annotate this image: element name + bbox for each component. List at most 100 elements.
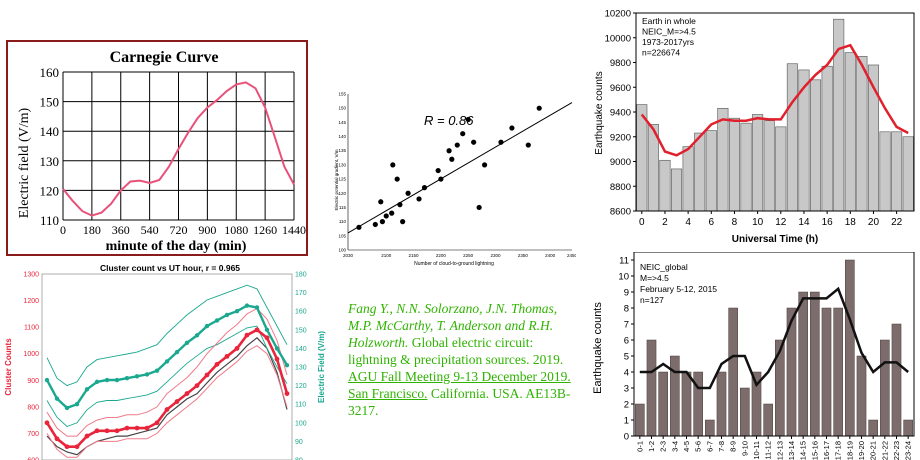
- cluster-plot-frame: [41, 273, 293, 460]
- eq1-x-tick: 6: [709, 217, 715, 228]
- eq1-bar: [844, 52, 856, 212]
- scatter-point: [449, 156, 455, 162]
- scatter-point: [435, 167, 441, 174]
- eq2-x-tick: 3-4: [670, 441, 679, 452]
- eq1-bar: [821, 65, 833, 212]
- eq2-x-tick: 0-1: [635, 441, 644, 452]
- cluster-y2-ticks: 80 90 100 110 120 130 140 150 160 170 180: [295, 272, 307, 460]
- citation-text: Fang Y., N.N. Solorzano, J.N. Thomas, M.…: [348, 300, 576, 419]
- scatter-point: [372, 221, 378, 228]
- eq1-bar: [856, 56, 868, 212]
- cluster-teal-point: [254, 305, 260, 310]
- eq1-legend-line: 1973-2017yrs: [642, 37, 694, 47]
- eq2-x-tick: 7-8: [717, 441, 726, 452]
- cluster-y-tick: 700: [27, 431, 39, 438]
- cluster-teal-point: [54, 396, 60, 401]
- eq2-y-tick: 8: [624, 304, 629, 315]
- eq1-y-tick: 9200: [610, 132, 631, 143]
- eq1-y-tick: 8600: [610, 207, 631, 218]
- cluster-teal-point: [174, 349, 180, 355]
- eq2-bar: [681, 371, 692, 437]
- cluster-y2-tick: 180: [295, 272, 307, 279]
- eq2-x-tick: 12-13: [775, 441, 784, 460]
- citation-venue-link[interactable]: AGU Fall Meeting 9-13 December 2019. San…: [348, 369, 571, 401]
- eq2-bars: [635, 259, 913, 437]
- carnegie-title: Carnegie Curve: [110, 49, 219, 66]
- cluster-teal-point: [164, 359, 170, 364]
- cluster-y2-tick: 100: [295, 420, 307, 427]
- scatter-point: [379, 219, 386, 225]
- scatter-point: [509, 125, 515, 131]
- eq2-x-tick: 8-9: [729, 441, 738, 452]
- scatter-chart: 100 105 110 115 120 125 130 135 140 145 150 155 2030…: [334, 92, 576, 268]
- cluster-teal-point: [154, 368, 160, 373]
- earthquake-neic-chart: 0 1 2 3 4 5 6 7 8 9 10 11 0-1 1-2 2-3 3-4 4-5 5-6 6-7 7-8 8…: [592, 252, 915, 460]
- cluster-teal-main-line: [45, 304, 289, 410]
- carnegie-x-tick: 720: [170, 223, 188, 237]
- cluster-y-tick: 1200: [23, 298, 39, 305]
- scatter-x-tick: 2150: [409, 253, 420, 258]
- eq2-bar: [763, 403, 773, 437]
- cluster-teal-point: [64, 405, 70, 411]
- scatter-x-label: Number of cloud-to-ground lightning: [414, 261, 494, 267]
- cluster-teal-point: [204, 323, 210, 329]
- eq1-y-ticks: 8600 8800 9000 9200 9400 9600 9800 10000 10200: [605, 9, 636, 218]
- eq2-x-tick: 11-12: [764, 441, 773, 460]
- cluster-title: Cluster count vs UT hour, r = 0.965: [100, 263, 240, 273]
- scatter-point: [471, 139, 477, 145]
- eq1-y-tick: 8800: [610, 182, 631, 193]
- eq2-bar: [658, 371, 668, 437]
- eq1-legend-line: Earth in whole: [642, 16, 696, 26]
- eq1-legend: Earth in wholeNEIC_M=>4.51973-2017yrsn=2…: [642, 16, 696, 58]
- eq2-bar: [856, 355, 867, 437]
- eq1-bars: [636, 18, 914, 212]
- eq2-x-tick: 22-23: [892, 441, 901, 460]
- eq2-x-tick: 20-21: [869, 441, 878, 460]
- scatter-y-tick: 110: [339, 219, 347, 224]
- scatter-y-tick: 100: [338, 248, 346, 253]
- carnegie-x-tick: 360: [112, 223, 130, 237]
- cluster-y2-tick: 140: [295, 346, 307, 353]
- cluster-red-point: [104, 428, 110, 434]
- eq2-x-tick: 13-14: [787, 441, 796, 460]
- eq2-bar: [880, 339, 890, 437]
- eq2-x-tick: 10-11: [752, 441, 761, 460]
- scatter-point: [498, 139, 504, 145]
- eq2-legend-line: M=>4.5: [640, 273, 669, 283]
- scatter-point: [525, 142, 531, 148]
- eq1-x-tick: 8: [732, 217, 738, 228]
- carnegie-y-label: Electric field (V/m): [17, 107, 32, 218]
- eq1-x-tick: 12: [775, 217, 787, 228]
- cluster-teal-point: [144, 372, 150, 377]
- eq2-bar: [635, 403, 645, 437]
- carnegie-y-tick: 160: [40, 65, 60, 80]
- cluster-teal-point: [284, 362, 290, 368]
- cluster-red-point: [204, 372, 210, 378]
- eq1-bar: [763, 120, 775, 212]
- eq2-x-tick: 15-16: [810, 441, 819, 460]
- carnegie-y-ticks: 110 120 130 140 150 160: [40, 65, 60, 228]
- eq2-bar: [798, 291, 808, 437]
- carnegie-grid: [62, 71, 295, 221]
- carnegie-y-tick: 120: [40, 183, 60, 198]
- carnegie-series-line: [62, 81, 295, 217]
- carnegie-x-tick: 1260: [253, 223, 277, 237]
- cluster-red-point: [284, 391, 290, 396]
- eq2-bar: [646, 339, 657, 437]
- scatter-axes: 100 105 110 115 120 125 130 135 140 145 150 155 2030…: [338, 92, 576, 259]
- cluster-red-point: [214, 361, 220, 367]
- eq1-bar: [891, 131, 903, 212]
- eq1-x-tick: 4: [685, 217, 691, 228]
- scatter-points: [356, 105, 542, 230]
- eq1-bar: [752, 114, 764, 212]
- carnegie-curve-chart: Carnegie Curve 110 120 130 140 150 160 0 180 36…: [6, 40, 308, 256]
- cluster-series: [44, 284, 290, 458]
- scatter-x-tick: 2400: [545, 253, 556, 258]
- eq1-plot-frame: [635, 12, 915, 212]
- cluster-red-point: [64, 444, 70, 450]
- eq1-y-tick: 9600: [610, 83, 631, 94]
- cluster-y2-label: Electric Field (V/m): [317, 331, 326, 403]
- eq1-y-tick: 9400: [610, 108, 631, 119]
- eq2-x-tick: 1-2: [647, 441, 656, 452]
- scatter-point: [397, 202, 403, 208]
